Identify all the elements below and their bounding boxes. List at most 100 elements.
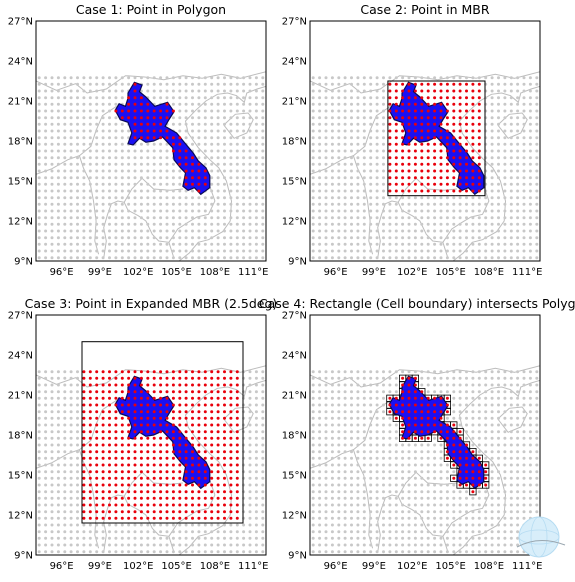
selected-point (178, 390, 182, 394)
grid-point (413, 202, 417, 206)
grid-point (82, 523, 86, 527)
grid-point (216, 242, 220, 246)
grid-point (509, 229, 513, 233)
selected-point (165, 516, 169, 520)
grid-point (490, 396, 494, 400)
grid-point (516, 416, 520, 420)
grid-point (337, 423, 341, 427)
selected-point (216, 510, 220, 514)
selected-point (420, 82, 424, 86)
grid-point (63, 516, 67, 520)
grid-point (509, 202, 513, 206)
selected-point (133, 450, 137, 454)
selected-point (388, 149, 392, 153)
grid-point (44, 383, 48, 387)
selected-point (95, 456, 99, 460)
grid-point (522, 209, 526, 213)
grid-point (535, 416, 539, 420)
grid-point (394, 516, 398, 520)
grid-point (497, 149, 500, 153)
selected-point (191, 423, 194, 427)
grid-point (509, 76, 513, 80)
grid-point (362, 182, 366, 186)
selected-point (452, 430, 456, 434)
grid-point (509, 396, 513, 400)
grid-point (63, 162, 67, 166)
selected-point (465, 463, 468, 467)
grid-point (146, 196, 150, 200)
grid-point (503, 476, 507, 480)
grid-point (242, 523, 246, 527)
grid-point (458, 376, 462, 380)
grid-point (407, 209, 411, 213)
grid-point (254, 122, 258, 126)
selected-point (401, 136, 405, 140)
grid-point (471, 443, 475, 447)
grid-point (388, 550, 392, 554)
grid-point (152, 249, 156, 253)
grid-point (311, 96, 315, 100)
grid-point (324, 383, 328, 387)
grid-point (330, 370, 334, 374)
grid-point (101, 256, 105, 260)
selected-point (88, 490, 92, 494)
grid-point (452, 256, 456, 260)
selected-point (229, 416, 233, 420)
grid-point (248, 109, 252, 113)
selected-point (152, 476, 156, 480)
selected-point (165, 423, 169, 427)
grid-point (337, 116, 341, 120)
grid-point (528, 242, 532, 246)
grid-point (146, 236, 150, 240)
grid-point (362, 430, 366, 434)
grid-point (445, 490, 449, 494)
grid-point (490, 176, 494, 180)
grid-point (63, 476, 67, 480)
grid-point (452, 530, 456, 534)
selected-point (146, 403, 150, 407)
grid-point (337, 430, 341, 434)
grid-point (388, 249, 392, 253)
grid-point (254, 550, 258, 554)
grid-point (44, 116, 48, 120)
selected-point (133, 503, 137, 507)
grid-point (439, 242, 443, 246)
grid-point (146, 162, 150, 166)
grid-point (82, 196, 86, 200)
grid-point (56, 102, 60, 106)
grid-point (318, 202, 322, 206)
grid-point (503, 249, 507, 253)
selected-point (471, 470, 475, 474)
grid-point (375, 450, 379, 454)
grid-point (509, 470, 513, 474)
grid-point (388, 510, 392, 514)
grid-point (248, 463, 252, 467)
grid-point (248, 242, 252, 246)
grid-point (254, 109, 258, 113)
grid-point (362, 136, 366, 140)
grid-point (350, 256, 353, 260)
grid-point (394, 550, 398, 554)
grid-point (50, 182, 54, 186)
grid-point (471, 503, 475, 507)
grid-point (394, 543, 398, 547)
grid-point (318, 483, 322, 487)
grid-point (382, 376, 385, 380)
grid-point (497, 209, 500, 213)
grid-point (95, 96, 99, 100)
grid-point (63, 390, 67, 394)
grid-point (101, 142, 105, 146)
grid-point (509, 456, 513, 460)
selected-point (88, 436, 92, 440)
selected-point (146, 510, 150, 514)
grid-point (56, 436, 60, 440)
grid-point (108, 536, 111, 540)
y-tick-label: 12°N (8, 511, 33, 522)
grid-point (433, 463, 437, 467)
selected-point (394, 96, 398, 100)
grid-point (445, 209, 449, 213)
selected-point (388, 136, 392, 140)
grid-point (516, 196, 520, 200)
selected-point (235, 483, 239, 487)
grid-point (458, 390, 462, 394)
